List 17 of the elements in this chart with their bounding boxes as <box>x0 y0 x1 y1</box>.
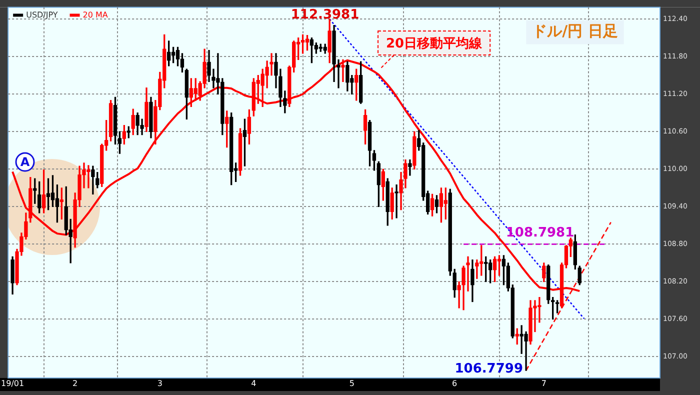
legend-label: 20 MA <box>82 10 108 20</box>
x-tick-label: 19/01 <box>1 378 24 388</box>
legend-label: USD/JPY <box>26 10 58 20</box>
annotation: 20日移動平均線 <box>386 36 484 52</box>
x-tick-label: 7 <box>541 378 546 388</box>
x-tick-label: 5 <box>349 378 354 388</box>
text: ドル/円 日足 <box>532 22 618 40</box>
candlestick <box>394 184 398 218</box>
x-tick-label: 4 <box>251 378 256 388</box>
annotation: A <box>20 155 30 170</box>
x-tick-label: 6 <box>452 378 458 388</box>
x-tick-label: 3 <box>157 378 162 388</box>
annotation: 106.7799 <box>454 361 523 376</box>
x-tick-label: 2 <box>72 378 78 388</box>
annotation: 108.7981 <box>506 225 574 240</box>
candlestick <box>91 166 95 194</box>
annotation: 112.3981 <box>290 7 360 22</box>
